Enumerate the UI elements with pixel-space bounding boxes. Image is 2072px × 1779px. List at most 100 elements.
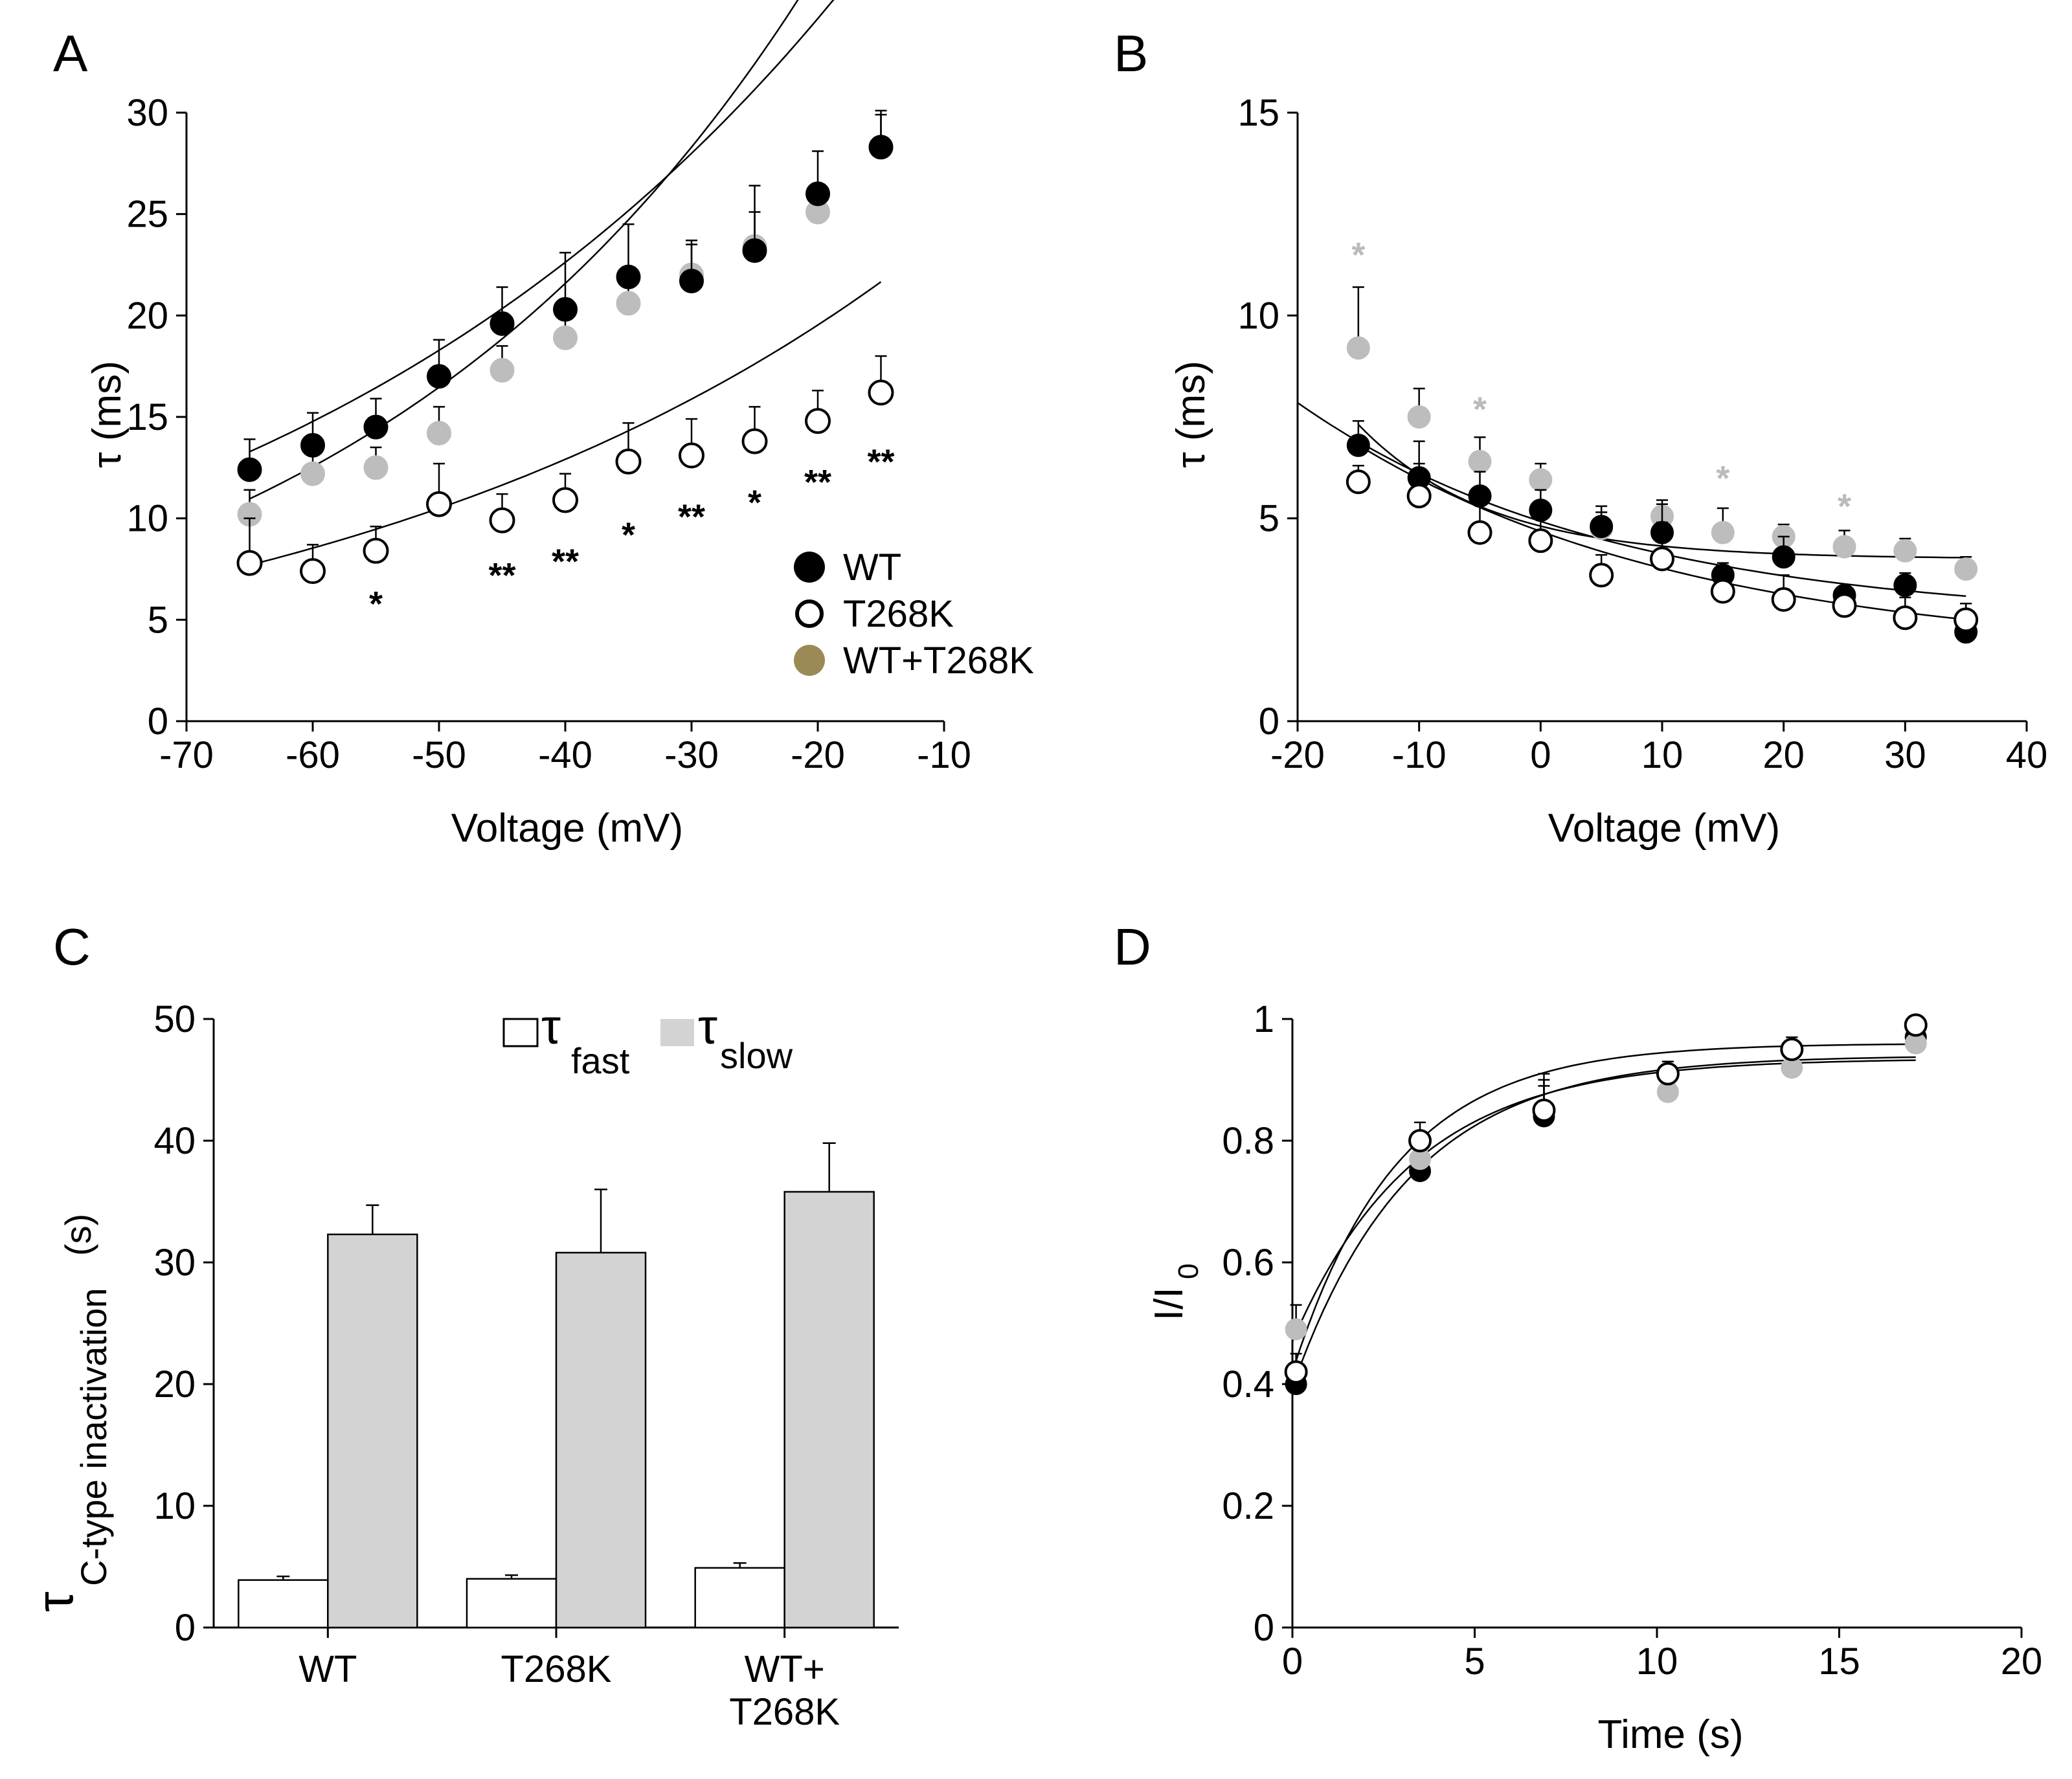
panel-a-wt-t268k-point [300,461,325,486]
panel-b-wt-point [1590,515,1614,539]
legend-fast-swatch [502,1018,539,1047]
panel-a-y-tick-label: 0 [148,700,168,743]
panel-b-t268k-point [1528,528,1553,554]
panel-b-significance-star: * [1716,459,1729,498]
panel-a-x-tick-label: -30 [664,734,719,776]
panel-b-t268k-point [1832,593,1857,618]
panel-d-ylabel-main: I/I [1147,1287,1191,1321]
panel-a-legend: WT T268K WT+T268K [794,546,1034,682]
panel-a-significance-star: ** [552,542,579,581]
panel-c-category-label: T268K [729,1691,840,1733]
panel-d-t268k-point [1656,1062,1680,1086]
panel-b-wt-t268k-point [1711,520,1735,544]
legend-wt-label: WT [843,546,901,588]
panel-c-y-tick-label: 30 [153,1242,196,1284]
panel-c-chart: τ C-type inactivation (s) τ fast τ slow … [26,998,899,1733]
panel-c-bar-fast [694,1567,785,1629]
panel-b-wt-t268k-point [1832,535,1856,559]
panel-d-y-tick-label: 0 [1254,1607,1274,1649]
panel-b-chart: Voltage (mV) τ (ms) -20 -10 0 10 20 30 40 0 5 10 1… [1169,92,2047,851]
panel-b-x-tick-label: 20 [1762,734,1805,776]
panel-c-category-label: T268K [501,1648,612,1690]
panel-a-wt-point [300,432,325,458]
legend-wt-t268k-marker [794,645,825,676]
panel-a-t268k-point [615,448,642,475]
panel-d-x-tick-label: 5 [1464,1640,1485,1683]
panel-b-wt-t268k-point [1346,336,1370,360]
panel-a-t268k-point [426,491,452,517]
panel-b-t268k-point [1346,469,1371,495]
panel-b-letter: B [1114,25,1148,82]
panel-c-y-tick-label: 20 [153,1363,196,1405]
panel-a-wt-t268k-point [553,325,578,350]
panel-a-wt-t268k-point [363,455,388,480]
panel-c-ylabel-unit: (s) [58,1214,98,1256]
panel-d-t268k-point [1284,1360,1308,1384]
panel-a-t268k-point [236,550,263,576]
panel-a-t268k-point [363,537,389,564]
panel-a-significance-star: ** [678,497,705,536]
panel-a-y-tick-label: 10 [126,498,168,540]
panel-b-wt-t268k-point [1529,468,1553,492]
panel-b-significance-star: * [1351,236,1365,274]
legend-slow-tau: τ [698,1000,717,1055]
panel-d-t268k-point [1780,1038,1804,1061]
panel-b-wt-t268k-point [1954,557,1978,581]
panel-d-xlabel: Time (s) [1598,1712,1744,1757]
panel-c-bar-slow [555,1251,647,1629]
panel-c-ylabel-sub: C-type inactivation [73,1288,114,1586]
legend-fast-tau: τ [541,1000,561,1055]
panel-d-y-tick-label: 0.2 [1222,1485,1274,1527]
panel-d-y-tick-label: 0.4 [1222,1363,1274,1405]
panel-b-t268k-point [1406,484,1432,509]
panel-a-wt-point [490,311,515,336]
panel-c-ylabel: τ C-type inactivation (s) [26,1214,114,1612]
legend-slow-swatch [660,1019,694,1046]
legend-t268k-marker [795,599,824,628]
panel-d-x-tick-label: 15 [1818,1640,1860,1683]
panel-a-x-tick-label: -20 [791,734,845,776]
panel-a-t268k-point [868,379,894,406]
panel-a-wt-point [363,414,388,440]
panel-d-t268k-point [1408,1129,1432,1152]
panel-a-x-tick-label: -70 [159,734,214,776]
panel-b-ylabel: τ (ms) [1169,361,1213,468]
panel-b-x-tick-label: 0 [1530,734,1551,776]
legend-t268k-label: T268K [843,593,954,635]
panel-a-significance-star: ** [488,556,515,595]
panel-d-t268k-fit [1291,1043,1916,1372]
panel-b-significance-star: * [1473,390,1487,429]
panel-a-t268k-point [489,507,515,533]
panel-a-wt-point [742,238,767,263]
panel-a-y-tick-label: 5 [148,599,168,641]
panel-d-t268k-point [1532,1099,1556,1122]
panel-a-letter: A [53,25,88,82]
panel-d-wt-fit [1291,1056,1916,1388]
panel-a-wt-point [553,296,578,322]
panel-b-wt-t268k-point [1468,449,1492,473]
panel-d-y-tick-label: 0.6 [1222,1242,1274,1284]
legend-wt-t268k-label: WT+T268K [843,640,1034,682]
panel-c-y-tick-label: 40 [153,1120,196,1162]
panel-a-wt-t268k-point [427,421,451,446]
panel-a-wt-point [679,269,704,294]
panel-c-y-tick-label: 50 [153,998,196,1040]
panel-b-xlabel: Voltage (mV) [1548,806,1780,851]
panel-d-ylabel: I/I 0 [1147,1264,1204,1321]
panel-b-wt-t268k-point [1893,539,1917,563]
panel-b-wt-t268k-point [1407,405,1431,429]
panel-d-letter: D [1114,918,1151,976]
panel-a-t268k-point [741,428,768,454]
panel-b-wt-point [1772,545,1796,569]
panel-c-bar-slow [783,1191,875,1629]
panel-a-y-tick-label: 30 [126,92,168,134]
panel-a-y-tick-label: 20 [126,295,168,337]
panel-b-x-tick-label: -10 [1392,734,1447,776]
panel-b-x-tick-label: 10 [1641,734,1684,776]
panel-a-chart: Voltage (mV) τ (ms) WT T268K WT+T268K -7… [85,0,1034,851]
panel-b-significance-star: * [1838,487,1851,526]
panel-b-x-tick-label: 40 [2006,734,2048,776]
panel-b-y-tick-label: 15 [1237,92,1279,134]
panel-b-t268k-point [1650,546,1674,572]
